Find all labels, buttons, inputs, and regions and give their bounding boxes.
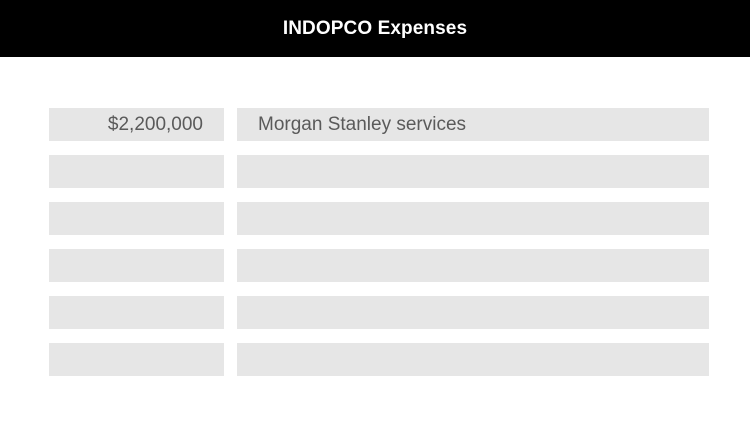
expense-row	[49, 343, 709, 376]
expense-description: Morgan Stanley services	[237, 108, 709, 141]
expense-amount	[49, 249, 224, 282]
page-title: INDOPCO Expenses	[282, 17, 468, 39]
header-bar: INDOPCO Expenses	[0, 0, 750, 57]
expense-amount	[49, 202, 224, 235]
expense-row	[49, 249, 709, 282]
expense-table: $2,200,000 Morgan Stanley services	[49, 108, 709, 390]
expense-amount	[49, 296, 224, 329]
expense-amount	[49, 155, 224, 188]
expense-row	[49, 202, 709, 235]
expense-description	[237, 343, 709, 376]
expense-description	[237, 155, 709, 188]
expense-description	[237, 296, 709, 329]
expense-amount	[49, 343, 224, 376]
expense-description	[237, 249, 709, 282]
expense-row	[49, 296, 709, 329]
expense-description	[237, 202, 709, 235]
expense-row: $2,200,000 Morgan Stanley services	[49, 108, 709, 141]
expense-amount: $2,200,000	[49, 108, 224, 141]
expense-row	[49, 155, 709, 188]
